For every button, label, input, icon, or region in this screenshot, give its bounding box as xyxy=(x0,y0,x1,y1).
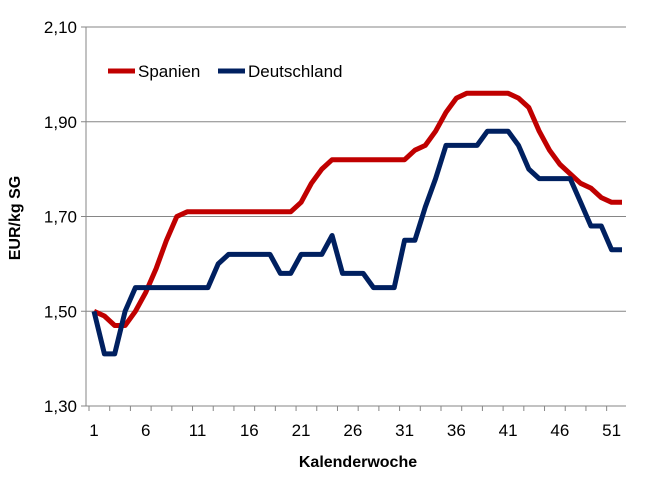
legend: Spanien Deutschland xyxy=(108,62,343,81)
legend-label-spanien: Spanien xyxy=(138,62,200,81)
x-tick-label: 11 xyxy=(189,421,207,440)
y-axis-title: EUR/kg SG xyxy=(7,176,24,260)
y-tick-label: 1,70 xyxy=(44,208,77,227)
x-tick-label: 51 xyxy=(602,421,621,440)
x-tick-label: 26 xyxy=(343,421,362,440)
x-tick-label: 36 xyxy=(447,421,466,440)
x-tick-label: 1 xyxy=(89,421,98,440)
x-tick-label: 6 xyxy=(141,421,150,440)
legend-label-deutschland: Deutschland xyxy=(248,62,343,81)
y-tick-label: 1,90 xyxy=(44,113,77,132)
x-tick-label: 46 xyxy=(550,421,569,440)
series-line-deutschland xyxy=(91,128,622,357)
x-tick-label: 21 xyxy=(292,421,311,440)
x-tick-label: 16 xyxy=(240,421,259,440)
series-lines xyxy=(91,90,622,357)
y-tick-label: 1,50 xyxy=(44,302,77,321)
y-tick-label: 2,10 xyxy=(44,18,77,37)
x-axis-title: Kalenderwoche xyxy=(299,454,417,471)
series-line-spanien xyxy=(92,90,622,328)
x-tick-label: 31 xyxy=(395,421,414,440)
x-tick-label: 41 xyxy=(499,421,518,440)
y-tick-label: 1,30 xyxy=(44,397,77,416)
axes: 1,301,501,701,902,101 6 11 16 21 26 31 36 41 46 51 xyxy=(44,18,626,440)
